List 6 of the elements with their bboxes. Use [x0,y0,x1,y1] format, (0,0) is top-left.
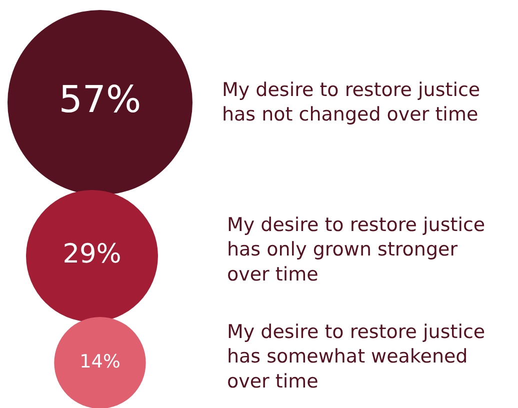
category-label: My desire to restore justice has not changed over time [222,79,480,126]
data-label: 14% [80,351,120,372]
data-label: 57% [58,78,142,121]
category-label: My desire to restore justice has only grown stronger over time [227,214,486,286]
data-label: 29% [62,240,122,270]
category-label: My desire to restore justice has somewhat weakened over time [227,321,486,392]
